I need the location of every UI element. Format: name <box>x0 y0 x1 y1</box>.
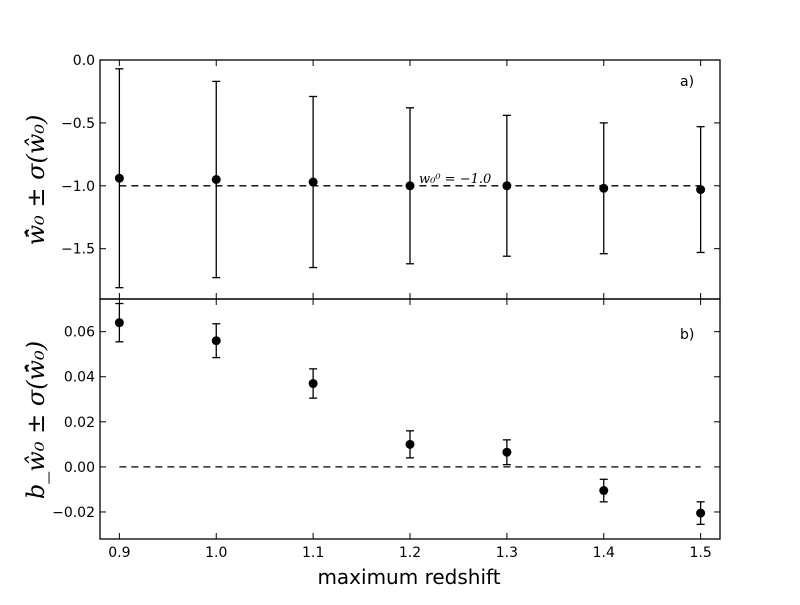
panel-b-frame <box>99 298 721 540</box>
panel-a-y-ticks: −1.5 −1.0 −0.5 0.0 <box>61 53 720 299</box>
panel-b-ytick-label: 0.02 <box>64 415 95 431</box>
panel-a-ytick-label: −1.5 <box>61 242 95 258</box>
panel-a-ytick-label: 0.0 <box>73 53 95 69</box>
x-tick-label: 1.1 <box>302 545 324 561</box>
panel-b-ytick-label: 0.06 <box>64 325 95 341</box>
panel-a-data-point <box>114 173 124 183</box>
x-tick-label: 1.3 <box>496 545 518 561</box>
panel-a-marks <box>114 68 706 289</box>
panel-b-y-ticks: −0.02 0.00 0.02 0.04 0.06 <box>52 299 720 539</box>
panel-b-label: b) <box>680 327 694 343</box>
panel-a-data-point <box>308 177 318 187</box>
panel-a-data-point <box>502 181 512 191</box>
x-axis-label: maximum redshift <box>317 565 500 589</box>
panel-b: −0.02 0.00 0.02 0.04 0.06 b) b_ŵ₀ ± σ(w̄̂₀) <box>22 298 721 540</box>
panel-b-ytick-label: −0.02 <box>52 505 95 521</box>
panel-a-ylabel: w̄̂₀ ± σ(ŵ₀) <box>22 115 50 246</box>
panel-a-ytick-label: −0.5 <box>61 116 95 132</box>
panel-b-data-point <box>502 447 512 457</box>
panel-a: −1.5 −1.0 −0.5 0.0 w₀⁰ = −1.0 a) w̄̂₀ ± σ(ŵ… <box>22 53 721 300</box>
panel-b-data-point <box>308 379 318 389</box>
panel-a-data-point <box>696 185 706 195</box>
panel-b-marks <box>114 302 706 526</box>
panel-b-data-point <box>211 336 221 346</box>
panel-b-ytick-label: 0.00 <box>64 460 95 476</box>
panel-b-ytick-label: 0.04 <box>64 370 95 386</box>
panel-a-data-point <box>599 183 609 193</box>
x-tick-label: 0.9 <box>108 545 130 561</box>
panel-a-data-point <box>405 181 415 191</box>
panel-b-data-point <box>696 508 706 518</box>
panel-b-data-point <box>405 439 415 449</box>
x-tick-label: 1.5 <box>689 545 711 561</box>
panel-a-label: a) <box>680 74 694 90</box>
panel-b-ylabel: b_ŵ₀ ± σ(w̄̂₀) <box>22 341 50 499</box>
panel-b-data-point <box>599 486 609 496</box>
panel-a-reference-label: w₀⁰ = −1.0 <box>419 172 491 187</box>
x-axis-ticks: 0.9 1.0 1.1 1.2 1.3 1.4 1.5 <box>108 545 712 561</box>
panel-a-ytick-label: −1.0 <box>61 179 95 195</box>
x-tick-label: 1.2 <box>399 545 421 561</box>
x-tick-label: 1.0 <box>205 545 227 561</box>
panel-b-data-point <box>114 318 124 328</box>
panel-a-data-point <box>211 175 221 184</box>
x-tick-label: 1.4 <box>593 545 615 561</box>
